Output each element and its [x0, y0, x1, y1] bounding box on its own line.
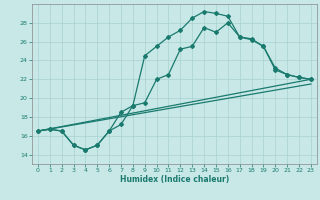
X-axis label: Humidex (Indice chaleur): Humidex (Indice chaleur): [120, 175, 229, 184]
